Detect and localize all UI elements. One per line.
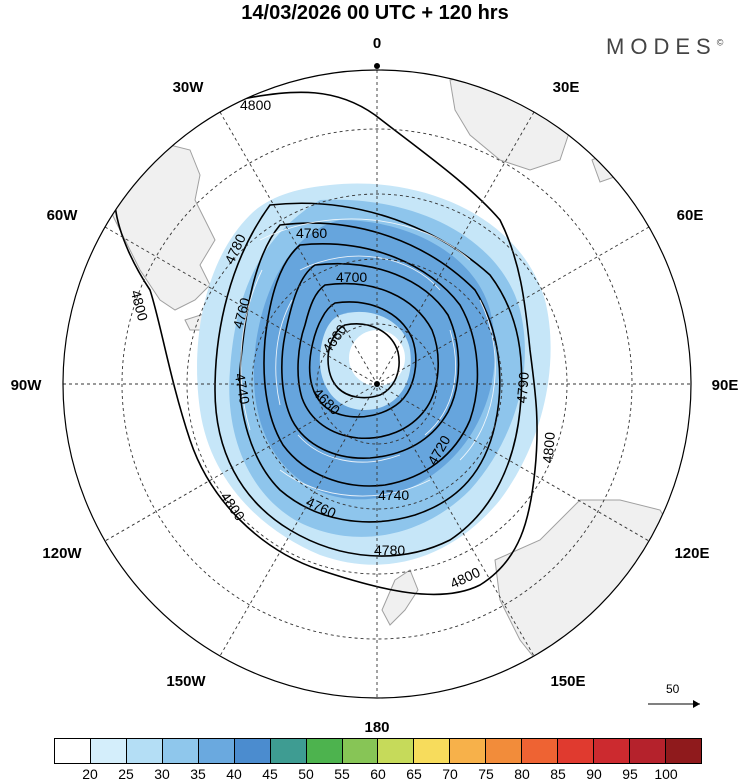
brand-text: MODES xyxy=(606,34,717,59)
contour-4740 xyxy=(263,243,479,487)
lon-label-150w: 150W xyxy=(166,673,206,690)
reference-vector: 50 xyxy=(646,682,704,712)
colorbar-label: 65 xyxy=(406,766,422,782)
lon-label-180: 180 xyxy=(364,719,389,735)
contour-4720 xyxy=(281,262,460,459)
colorbar-label: 90 xyxy=(586,766,602,782)
colorbar-cell xyxy=(234,739,271,763)
brand-mark: © xyxy=(716,37,724,48)
contour-4700 xyxy=(297,282,439,440)
contour-label: 4780 xyxy=(374,542,405,558)
colorbar-label: 100 xyxy=(654,766,678,782)
contour-label: 4740 xyxy=(232,372,253,406)
colorbar-cell xyxy=(126,739,163,763)
colorbar-cell xyxy=(558,739,595,763)
chart-title: 14/03/2026 00 UTC + 120 hrs xyxy=(241,2,509,24)
colorbar-label: 75 xyxy=(478,766,494,782)
colorbar-label: 25 xyxy=(118,766,134,782)
lon-label-30e: 30E xyxy=(553,79,580,96)
colorbar-cell xyxy=(90,739,127,763)
colorbar xyxy=(54,738,702,764)
reference-arrow-icon xyxy=(648,700,700,708)
colorbar-cell xyxy=(486,739,523,763)
contour-label: 4800 xyxy=(539,431,558,464)
colorbar-label: 95 xyxy=(622,766,638,782)
colorbar-cell xyxy=(594,739,630,763)
contour-4780 xyxy=(214,202,523,557)
reference-vector-value: 50 xyxy=(666,682,680,696)
colorbar-cell xyxy=(162,739,199,763)
colorbar-cell xyxy=(630,739,666,763)
lon-label-90e: 90E xyxy=(712,377,739,394)
colorbar-label: 20 xyxy=(82,766,98,782)
height-contours xyxy=(113,91,538,596)
contour-4680 xyxy=(308,301,417,418)
map-boundary xyxy=(62,69,692,699)
contour-label: 4740 xyxy=(378,487,409,503)
colorbar-label: 35 xyxy=(190,766,206,782)
colorbar-cell xyxy=(306,739,343,763)
colorbar-label: 40 xyxy=(226,766,242,782)
pole-marker xyxy=(374,381,380,387)
lon-label-90w: 90W xyxy=(11,377,43,394)
colorbar-cell xyxy=(342,739,379,763)
colorbar-cell xyxy=(414,739,451,763)
brand-logo: MODES© xyxy=(606,34,723,60)
colorbar-cell xyxy=(522,739,559,763)
colorbar-cell xyxy=(665,739,701,763)
colorbar-label: 30 xyxy=(154,766,170,782)
colorbar-label: 70 xyxy=(442,766,458,782)
colorbar-label: 50 xyxy=(298,766,314,782)
contour-label: 4700 xyxy=(336,269,367,285)
contour-label: 4790 xyxy=(513,371,532,404)
colorbar-cell xyxy=(378,739,415,763)
colorbar-label: 85 xyxy=(550,766,566,782)
lon-label-120w: 120W xyxy=(42,545,82,562)
lon-label-0: 0 xyxy=(373,35,381,52)
contour-4660 xyxy=(327,323,400,399)
colorbar-cell xyxy=(55,739,91,763)
colorbar-cell xyxy=(450,739,487,763)
contour-4800 xyxy=(113,91,538,596)
lon-label-30w: 30W xyxy=(173,79,205,96)
colorbar-label: 45 xyxy=(262,766,278,782)
colorbar-label: 60 xyxy=(370,766,386,782)
lon-label-60w: 60W xyxy=(47,207,79,224)
new-zealand-land xyxy=(381,569,419,626)
colorbar-labels: 20 25 30 35 40 45 50 55 60 65 70 75 80 85 90 95 100 xyxy=(54,766,702,782)
colorbar-cell xyxy=(270,739,307,763)
polar-map: 0 30E 60E 90E 120E 150E 180 150W 120W 90… xyxy=(11,35,739,735)
contour-label: 4760 xyxy=(296,225,327,241)
contour-label: 4800 xyxy=(240,97,271,113)
colorbar-label: 55 xyxy=(334,766,350,782)
colorbar-label: 80 xyxy=(514,766,530,782)
lon-label-150e: 150E xyxy=(550,673,585,690)
lon-label-120e: 120E xyxy=(674,545,709,562)
contour-label: 4800 xyxy=(128,288,152,322)
north-marker xyxy=(374,63,380,69)
colorbar-cell xyxy=(198,739,235,763)
contour-label: 4760 xyxy=(230,296,254,330)
contour-4760 xyxy=(238,222,501,523)
lon-label-60e: 60E xyxy=(677,207,704,224)
